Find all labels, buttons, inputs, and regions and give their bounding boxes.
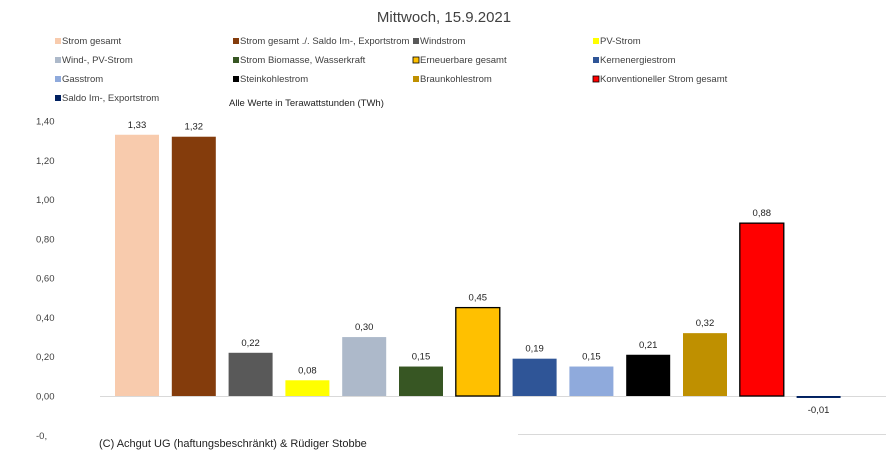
data-label: 0,21	[639, 340, 658, 351]
legend-swatch	[55, 38, 61, 44]
credit-text: (C) Achgut UG (haftungsbeschränkt) & Rüd…	[99, 438, 367, 450]
legend-label: Konventioneller Strom gesamt	[600, 74, 728, 85]
legend-label: Windstrom	[420, 36, 465, 47]
legend-swatch	[413, 38, 419, 44]
legend-swatch	[592, 75, 600, 83]
legend-label: Braunkohlestrom	[420, 74, 492, 85]
bar	[739, 222, 785, 397]
bar	[171, 136, 216, 396]
legend-item: Erneuerbare gesamt	[412, 55, 507, 66]
data-label: 0,08	[298, 365, 317, 376]
bar	[228, 352, 273, 396]
y-tick-label: 1,20	[36, 156, 55, 167]
legend-item: Konventioneller Strom gesamt	[592, 74, 728, 85]
data-label: 0,32	[696, 318, 715, 329]
legend-label: Erneuerbare gesamt	[420, 55, 507, 66]
bar	[342, 337, 387, 396]
y-tick-label: 0,00	[36, 392, 55, 403]
bars	[115, 134, 841, 398]
legend-item: Wind-, PV-Strom	[55, 55, 133, 66]
legend-item: PV-Strom	[593, 36, 641, 47]
legend-item: Braunkohlestrom	[413, 74, 492, 85]
legend-item: Gasstrom	[55, 74, 103, 85]
legend-swatch	[593, 57, 599, 63]
y-axis: 1,40 1,20 1,00 0,80 0,60 0,40 0,20 0,00 -0,	[36, 117, 55, 442]
legend-label: Strom gesamt ./. Saldo Im-, Exportstrom	[240, 36, 410, 47]
legend-swatch	[413, 76, 419, 82]
chart-title: Mittwoch, 15.9.2021	[377, 9, 511, 26]
bar	[115, 134, 159, 396]
bar	[569, 366, 614, 396]
y-tick-label: 1,00	[36, 195, 55, 206]
y-tick-label: 1,40	[36, 117, 55, 128]
bar	[399, 366, 443, 396]
y-tick-label: 0,80	[36, 234, 55, 245]
legend-label: Strom Biomasse, Wasserkraft	[240, 55, 366, 66]
data-label: 0,19	[525, 344, 544, 355]
bar	[626, 354, 671, 396]
bar	[285, 380, 330, 396]
data-label: 0,88	[753, 208, 772, 219]
data-label: 0,30	[355, 322, 374, 333]
legend-label: Steinkohlestrom	[240, 74, 308, 85]
bar	[796, 396, 841, 398]
data-label: 0,22	[241, 338, 260, 349]
data-label: 0,45	[469, 293, 488, 304]
legend-swatch	[55, 95, 61, 101]
data-labels: 1,33 1,32 0,22 0,08 0,30 0,15 0,45 0,19 0,15 0,21…	[128, 120, 830, 416]
data-label: 0,15	[412, 352, 431, 363]
legend-item: Strom gesamt	[55, 36, 121, 47]
legend-item: Strom gesamt ./. Saldo Im-, Exportstrom	[233, 36, 410, 47]
y-tick-label: 0,60	[36, 274, 55, 285]
data-label: -0,01	[808, 405, 830, 416]
legend-swatch	[412, 56, 420, 64]
legend-label: Strom gesamt	[62, 36, 121, 47]
bar	[455, 306, 501, 397]
data-label: 0,15	[582, 352, 601, 363]
legend: Strom gesamt Strom gesamt ./. Saldo Im-, …	[55, 36, 728, 104]
legend-swatch	[55, 76, 61, 82]
legend-label: Wind-, PV-Strom	[62, 55, 133, 66]
legend-swatch	[233, 76, 239, 82]
legend-swatch	[55, 57, 61, 63]
legend-item: Steinkohlestrom	[233, 74, 308, 85]
legend-label: PV-Strom	[600, 36, 641, 47]
y-tick-label: 0,20	[36, 352, 55, 363]
y-tick-label: -0,	[36, 431, 47, 442]
legend-item: Windstrom	[413, 36, 465, 47]
bar	[683, 333, 727, 396]
legend-label: Saldo Im-, Exportstrom	[62, 93, 159, 104]
data-label: 1,32	[185, 122, 204, 133]
legend-item: Strom Biomasse, Wasserkraft	[233, 55, 366, 66]
legend-item: Kernenergiestrom	[593, 55, 676, 66]
legend-label: Kernenergiestrom	[600, 55, 676, 66]
y-tick-label: 0,40	[36, 313, 55, 324]
legend-label: Gasstrom	[62, 74, 103, 85]
legend-item: Saldo Im-, Exportstrom	[55, 93, 159, 104]
units-note: Alle Werte in Terawattstunden (TWh)	[229, 98, 384, 109]
legend-swatch	[233, 38, 239, 44]
bar	[512, 358, 557, 396]
data-label: 1,33	[128, 120, 147, 131]
legend-swatch	[593, 38, 599, 44]
legend-swatch	[233, 57, 239, 63]
